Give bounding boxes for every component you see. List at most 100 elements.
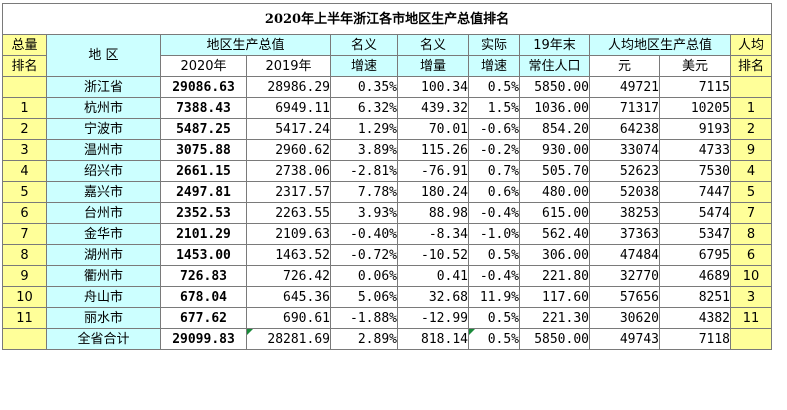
header-per-capita[interactable]: 人均地区生产总值 [589, 34, 731, 56]
gdp-2020-cell[interactable]: 678.04 [160, 286, 247, 308]
nominal-increase-cell[interactable]: 818.14 [397, 328, 469, 350]
header-nominal-growth-bottom[interactable]: 增速 [330, 55, 398, 77]
gdp-2020-cell[interactable]: 2661.15 [160, 160, 247, 182]
nominal-growth-cell[interactable]: 3.93% [330, 202, 398, 224]
population-cell[interactable]: 480.00 [519, 181, 590, 203]
nominal-increase-cell[interactable]: -8.34 [397, 223, 469, 245]
per-capita-yuan-cell[interactable]: 33074 [589, 139, 660, 161]
rank-cell[interactable]: 8 [2, 244, 47, 266]
per-capita-yuan-cell[interactable]: 64238 [589, 118, 660, 140]
pc-rank-cell[interactable]: 5 [730, 181, 772, 203]
per-capita-yuan-cell[interactable]: 71317 [589, 97, 660, 119]
per-capita-yuan-cell[interactable]: 38253 [589, 202, 660, 224]
nominal-growth-cell[interactable]: 2.89% [330, 328, 398, 350]
pc-rank-cell[interactable]: 1 [730, 97, 772, 119]
nominal-growth-cell[interactable]: -0.72% [330, 244, 398, 266]
per-capita-usd-cell[interactable]: 8251 [659, 286, 731, 308]
header-nominal-growth-top[interactable]: 名义 [330, 34, 398, 56]
rank-cell[interactable]: 4 [2, 160, 47, 182]
pc-rank-cell[interactable]: 11 [730, 307, 772, 329]
population-cell[interactable]: 1036.00 [519, 97, 590, 119]
nominal-growth-cell[interactable]: 0.06% [330, 265, 398, 287]
header-gdp-2020[interactable]: 2020年 [160, 55, 247, 77]
per-capita-usd-cell[interactable]: 4689 [659, 265, 731, 287]
gdp-2020-cell[interactable]: 29086.63 [160, 76, 247, 98]
header-gdp[interactable]: 地区生产总值 [160, 34, 331, 56]
real-growth-cell[interactable]: 11.9% [468, 286, 520, 308]
gdp-2020-cell[interactable]: 677.62 [160, 307, 247, 329]
nominal-growth-cell[interactable]: -2.81% [330, 160, 398, 182]
header-pc-rank-top[interactable]: 人均 [730, 34, 772, 56]
nominal-increase-cell[interactable]: 70.01 [397, 118, 469, 140]
region-cell[interactable]: 丽水市 [46, 307, 161, 329]
rank-cell[interactable]: 5 [2, 181, 47, 203]
real-growth-cell[interactable]: -0.4% [468, 202, 520, 224]
rank-cell[interactable]: 3 [2, 139, 47, 161]
gdp-2019-cell[interactable]: 5417.24 [246, 118, 331, 140]
region-cell[interactable]: 杭州市 [46, 97, 161, 119]
header-nominal-increase-bottom[interactable]: 增量 [397, 55, 469, 77]
gdp-2020-cell[interactable]: 1453.00 [160, 244, 247, 266]
per-capita-usd-cell[interactable]: 5474 [659, 202, 731, 224]
gdp-2019-cell[interactable]: 2263.55 [246, 202, 331, 224]
gdp-2019-cell[interactable]: 6949.11 [246, 97, 331, 119]
nominal-increase-cell[interactable]: -76.91 [397, 160, 469, 182]
header-per-capita-yuan[interactable]: 元 [589, 55, 660, 77]
region-cell[interactable]: 嘉兴市 [46, 181, 161, 203]
gdp-2020-cell[interactable]: 5487.25 [160, 118, 247, 140]
gdp-2019-cell[interactable]: 2738.06 [246, 160, 331, 182]
gdp-2019-cell[interactable]: 726.42 [246, 265, 331, 287]
real-growth-cell[interactable]: -0.4% [468, 265, 520, 287]
gdp-2019-cell[interactable]: 1463.52 [246, 244, 331, 266]
population-cell[interactable]: 221.80 [519, 265, 590, 287]
population-cell[interactable]: 505.70 [519, 160, 590, 182]
nominal-growth-cell[interactable]: -1.88% [330, 307, 398, 329]
region-cell[interactable]: 浙江省 [46, 76, 161, 98]
pc-rank-cell[interactable]: 10 [730, 265, 772, 287]
header-pc-rank-bottom[interactable]: 排名 [730, 55, 772, 77]
per-capita-yuan-cell[interactable]: 47484 [589, 244, 660, 266]
per-capita-yuan-cell[interactable]: 49743 [589, 328, 660, 350]
rank-cell[interactable]: 9 [2, 265, 47, 287]
per-capita-yuan-cell[interactable]: 37363 [589, 223, 660, 245]
header-rank-bottom[interactable]: 排名 [2, 55, 47, 77]
nominal-growth-cell[interactable]: 0.35% [330, 76, 398, 98]
real-growth-cell[interactable]: 0.5% [468, 307, 520, 329]
per-capita-usd-cell[interactable]: 4382 [659, 307, 731, 329]
pc-rank-cell[interactable] [730, 328, 772, 350]
population-cell[interactable]: 221.30 [519, 307, 590, 329]
gdp-2019-cell[interactable]: 28281.69 [246, 328, 331, 350]
per-capita-yuan-cell[interactable]: 30620 [589, 307, 660, 329]
header-rank-top[interactable]: 总量 [2, 34, 47, 56]
per-capita-usd-cell[interactable]: 4733 [659, 139, 731, 161]
header-nominal-increase-top[interactable]: 名义 [397, 34, 469, 56]
pc-rank-cell[interactable]: 3 [730, 286, 772, 308]
nominal-increase-cell[interactable]: 0.41 [397, 265, 469, 287]
region-cell[interactable]: 绍兴市 [46, 160, 161, 182]
gdp-2019-cell[interactable]: 28986.29 [246, 76, 331, 98]
per-capita-usd-cell[interactable]: 7115 [659, 76, 731, 98]
per-capita-usd-cell[interactable]: 9193 [659, 118, 731, 140]
real-growth-cell[interactable]: -0.6% [468, 118, 520, 140]
header-per-capita-usd[interactable]: 美元 [659, 55, 731, 77]
pc-rank-cell[interactable]: 4 [730, 160, 772, 182]
nominal-growth-cell[interactable]: 3.89% [330, 139, 398, 161]
region-cell[interactable]: 宁波市 [46, 118, 161, 140]
rank-cell[interactable] [2, 328, 47, 350]
rank-cell[interactable]: 2 [2, 118, 47, 140]
population-cell[interactable]: 562.40 [519, 223, 590, 245]
real-growth-cell[interactable]: -0.2% [468, 139, 520, 161]
real-growth-cell[interactable]: 0.5% [468, 76, 520, 98]
rank-cell[interactable] [2, 76, 47, 98]
per-capita-yuan-cell[interactable]: 49721 [589, 76, 660, 98]
gdp-2019-cell[interactable]: 2960.62 [246, 139, 331, 161]
header-real-growth-top[interactable]: 实际 [468, 34, 520, 56]
pc-rank-cell[interactable]: 2 [730, 118, 772, 140]
region-cell[interactable]: 温州市 [46, 139, 161, 161]
gdp-2020-cell[interactable]: 3075.88 [160, 139, 247, 161]
nominal-growth-cell[interactable]: 6.32% [330, 97, 398, 119]
nominal-increase-cell[interactable]: 88.98 [397, 202, 469, 224]
nominal-increase-cell[interactable]: 32.68 [397, 286, 469, 308]
rank-cell[interactable]: 6 [2, 202, 47, 224]
gdp-2019-cell[interactable]: 2317.57 [246, 181, 331, 203]
